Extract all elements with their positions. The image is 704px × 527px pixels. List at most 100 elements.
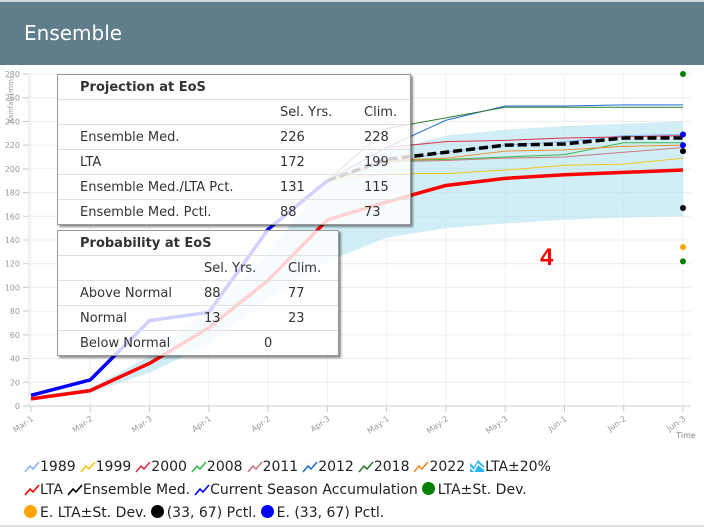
end-point-e-33-67-pctl- <box>680 142 686 149</box>
legend-item[interactable]: 2011 <box>246 456 299 479</box>
y-tick-label: 40 <box>10 355 20 364</box>
chart-legend: 1989 1999 2000 2008 2011 2012 2018 2022 LTA±20% L… <box>24 456 704 525</box>
line-series-icon <box>80 461 96 473</box>
end-point-lta-st-dev- <box>680 71 686 77</box>
end-point--33-67-pctl- <box>680 204 686 211</box>
annotation-marker: 4 <box>540 244 554 271</box>
legend-item[interactable]: 1999 <box>80 456 131 479</box>
y-tick-label: 60 <box>10 331 20 340</box>
line-series-icon <box>24 484 40 496</box>
projection-row: Ensemble Med./LTA Pct. 131 115 <box>58 174 410 200</box>
y-tick-label: 200 <box>5 165 20 174</box>
legend-item[interactable]: 2012 <box>302 456 354 479</box>
x-tick-label: Apr-1 <box>190 414 213 434</box>
projection-clim: 228 <box>364 124 410 150</box>
projection-sel: 226 <box>280 124 364 150</box>
legend-label: 2008 <box>206 459 243 475</box>
legend-label: E. LTA±St. Dev. <box>40 505 147 521</box>
projection-row: LTA 172 199 <box>58 149 410 175</box>
line-series-icon <box>191 461 207 473</box>
y-tick-label: 20 <box>10 378 20 387</box>
x-tick-label: Jun-2 <box>605 414 628 434</box>
probability-label: Above Normal <box>58 280 204 306</box>
projection-label: LTA <box>58 149 280 175</box>
legend-item[interactable]: LTA±St. Dev. <box>421 479 527 502</box>
series-line-ensemble-med- <box>326 136 683 183</box>
projection-col-clim: Clim. <box>364 99 410 125</box>
legend-label: Ensemble Med. <box>82 482 191 498</box>
probability-merged: 0 <box>204 330 338 355</box>
legend-item[interactable]: Ensemble Med. <box>67 479 190 502</box>
probability-row: Normal 13 23 <box>58 305 338 331</box>
y-tick-label: 220 <box>5 141 20 150</box>
legend-label: 2000 <box>151 459 187 475</box>
projection-sel: 88 <box>280 199 364 224</box>
legend-label: 1989 <box>40 459 76 475</box>
y-tick-label: 0 <box>15 402 20 411</box>
legend-item[interactable]: E. LTA±St. Dev. <box>24 502 147 525</box>
y-tick-label: 120 <box>5 260 20 269</box>
legend-item[interactable]: 2018 <box>358 456 410 479</box>
legend-label: 2012 <box>318 459 354 475</box>
y-tick-label: 160 <box>5 212 20 221</box>
dot-series-icon <box>24 505 37 518</box>
legend-item[interactable]: Current Season Accumulation <box>194 479 418 502</box>
panel-title: Ensemble <box>24 21 123 45</box>
dot-series-icon <box>260 505 274 518</box>
probability-row: Above Normal 88 77 <box>58 280 338 306</box>
x-tick-label: May-3 <box>484 414 509 435</box>
legend-item[interactable]: E. (33, 67) Pctl. <box>260 502 384 525</box>
area-series-icon <box>469 460 485 473</box>
line-series-icon <box>302 461 318 473</box>
legend-item[interactable]: 1989 <box>24 456 76 479</box>
legend-label: LTA±20% <box>485 459 551 475</box>
end-point--33-67-pctl- <box>680 148 686 155</box>
legend-item[interactable]: 2000 <box>135 456 187 479</box>
x-tick-label: May-2 <box>425 414 450 435</box>
projection-clim: 73 <box>364 199 410 224</box>
legend-item[interactable]: (33, 67) Pctl. <box>150 502 257 525</box>
probability-col-sel: Sel. Yrs. <box>204 255 288 281</box>
x-axis-title: Time <box>675 431 696 440</box>
probability-title: Probability at EoS <box>80 235 212 251</box>
probability-panel: Probability at EoS Sel. Yrs. Clim. Above… <box>57 230 339 356</box>
legend-item[interactable]: 2008 <box>191 456 243 479</box>
x-tick-label: Apr-3 <box>309 414 332 434</box>
bottom-border <box>0 525 704 527</box>
probability-row: Below Normal 0 <box>58 330 338 355</box>
y-tick-label: 140 <box>5 236 20 245</box>
y-tick-label: 280 <box>5 70 20 79</box>
x-tick-label: Jun-1 <box>546 414 569 434</box>
probability-clim: 77 <box>288 280 338 306</box>
x-tick-label: Mar-3 <box>130 414 154 434</box>
probability-label: Below Normal <box>58 330 204 355</box>
legend-item[interactable]: LTA <box>24 479 63 502</box>
projection-panel: Projection at EoS Sel. Yrs. Clim. Ensemb… <box>57 74 411 225</box>
line-series-icon <box>135 461 151 473</box>
legend-label: 2018 <box>373 459 410 475</box>
legend-item[interactable]: 2022 <box>413 456 465 479</box>
top-border <box>0 0 704 2</box>
probability-sel: 88 <box>204 280 288 306</box>
projection-clim: 199 <box>364 149 410 175</box>
projection-clim: 115 <box>364 174 410 200</box>
projection-sel: 172 <box>280 149 364 175</box>
projection-col-sel: Sel. Yrs. <box>280 99 364 125</box>
projection-row: Ensemble Med. 226 228 <box>58 124 410 150</box>
line-series-icon <box>67 484 83 496</box>
probability-sel: 13 <box>204 305 288 331</box>
y-tick-label: 260 <box>5 94 20 103</box>
legend-label: 2011 <box>262 459 299 475</box>
y-axis-title: Rainfall (mm) <box>7 76 15 124</box>
legend-label: LTA±St. Dev. <box>437 482 527 498</box>
legend-item[interactable]: LTA±20% <box>469 456 551 479</box>
end-point-e-lta-st-dev- <box>680 244 686 251</box>
panel-header: Ensemble <box>0 2 704 65</box>
x-tick-label: May-1 <box>366 414 391 435</box>
y-tick-label: 100 <box>5 283 20 292</box>
y-tick-label: 180 <box>5 189 20 198</box>
y-tick-label: 240 <box>5 117 20 126</box>
legend-label: LTA <box>40 482 63 498</box>
line-series-icon <box>24 461 40 473</box>
projection-label: Ensemble Med./LTA Pct. <box>58 174 280 200</box>
